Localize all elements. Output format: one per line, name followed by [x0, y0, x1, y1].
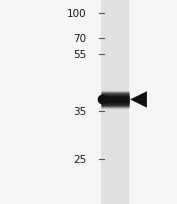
Text: 100: 100: [67, 9, 87, 19]
FancyBboxPatch shape: [101, 0, 129, 204]
Text: 35: 35: [73, 106, 87, 116]
Text: 70: 70: [74, 34, 87, 44]
Text: 25: 25: [73, 154, 87, 164]
Text: 55: 55: [73, 50, 87, 60]
Polygon shape: [130, 92, 147, 108]
